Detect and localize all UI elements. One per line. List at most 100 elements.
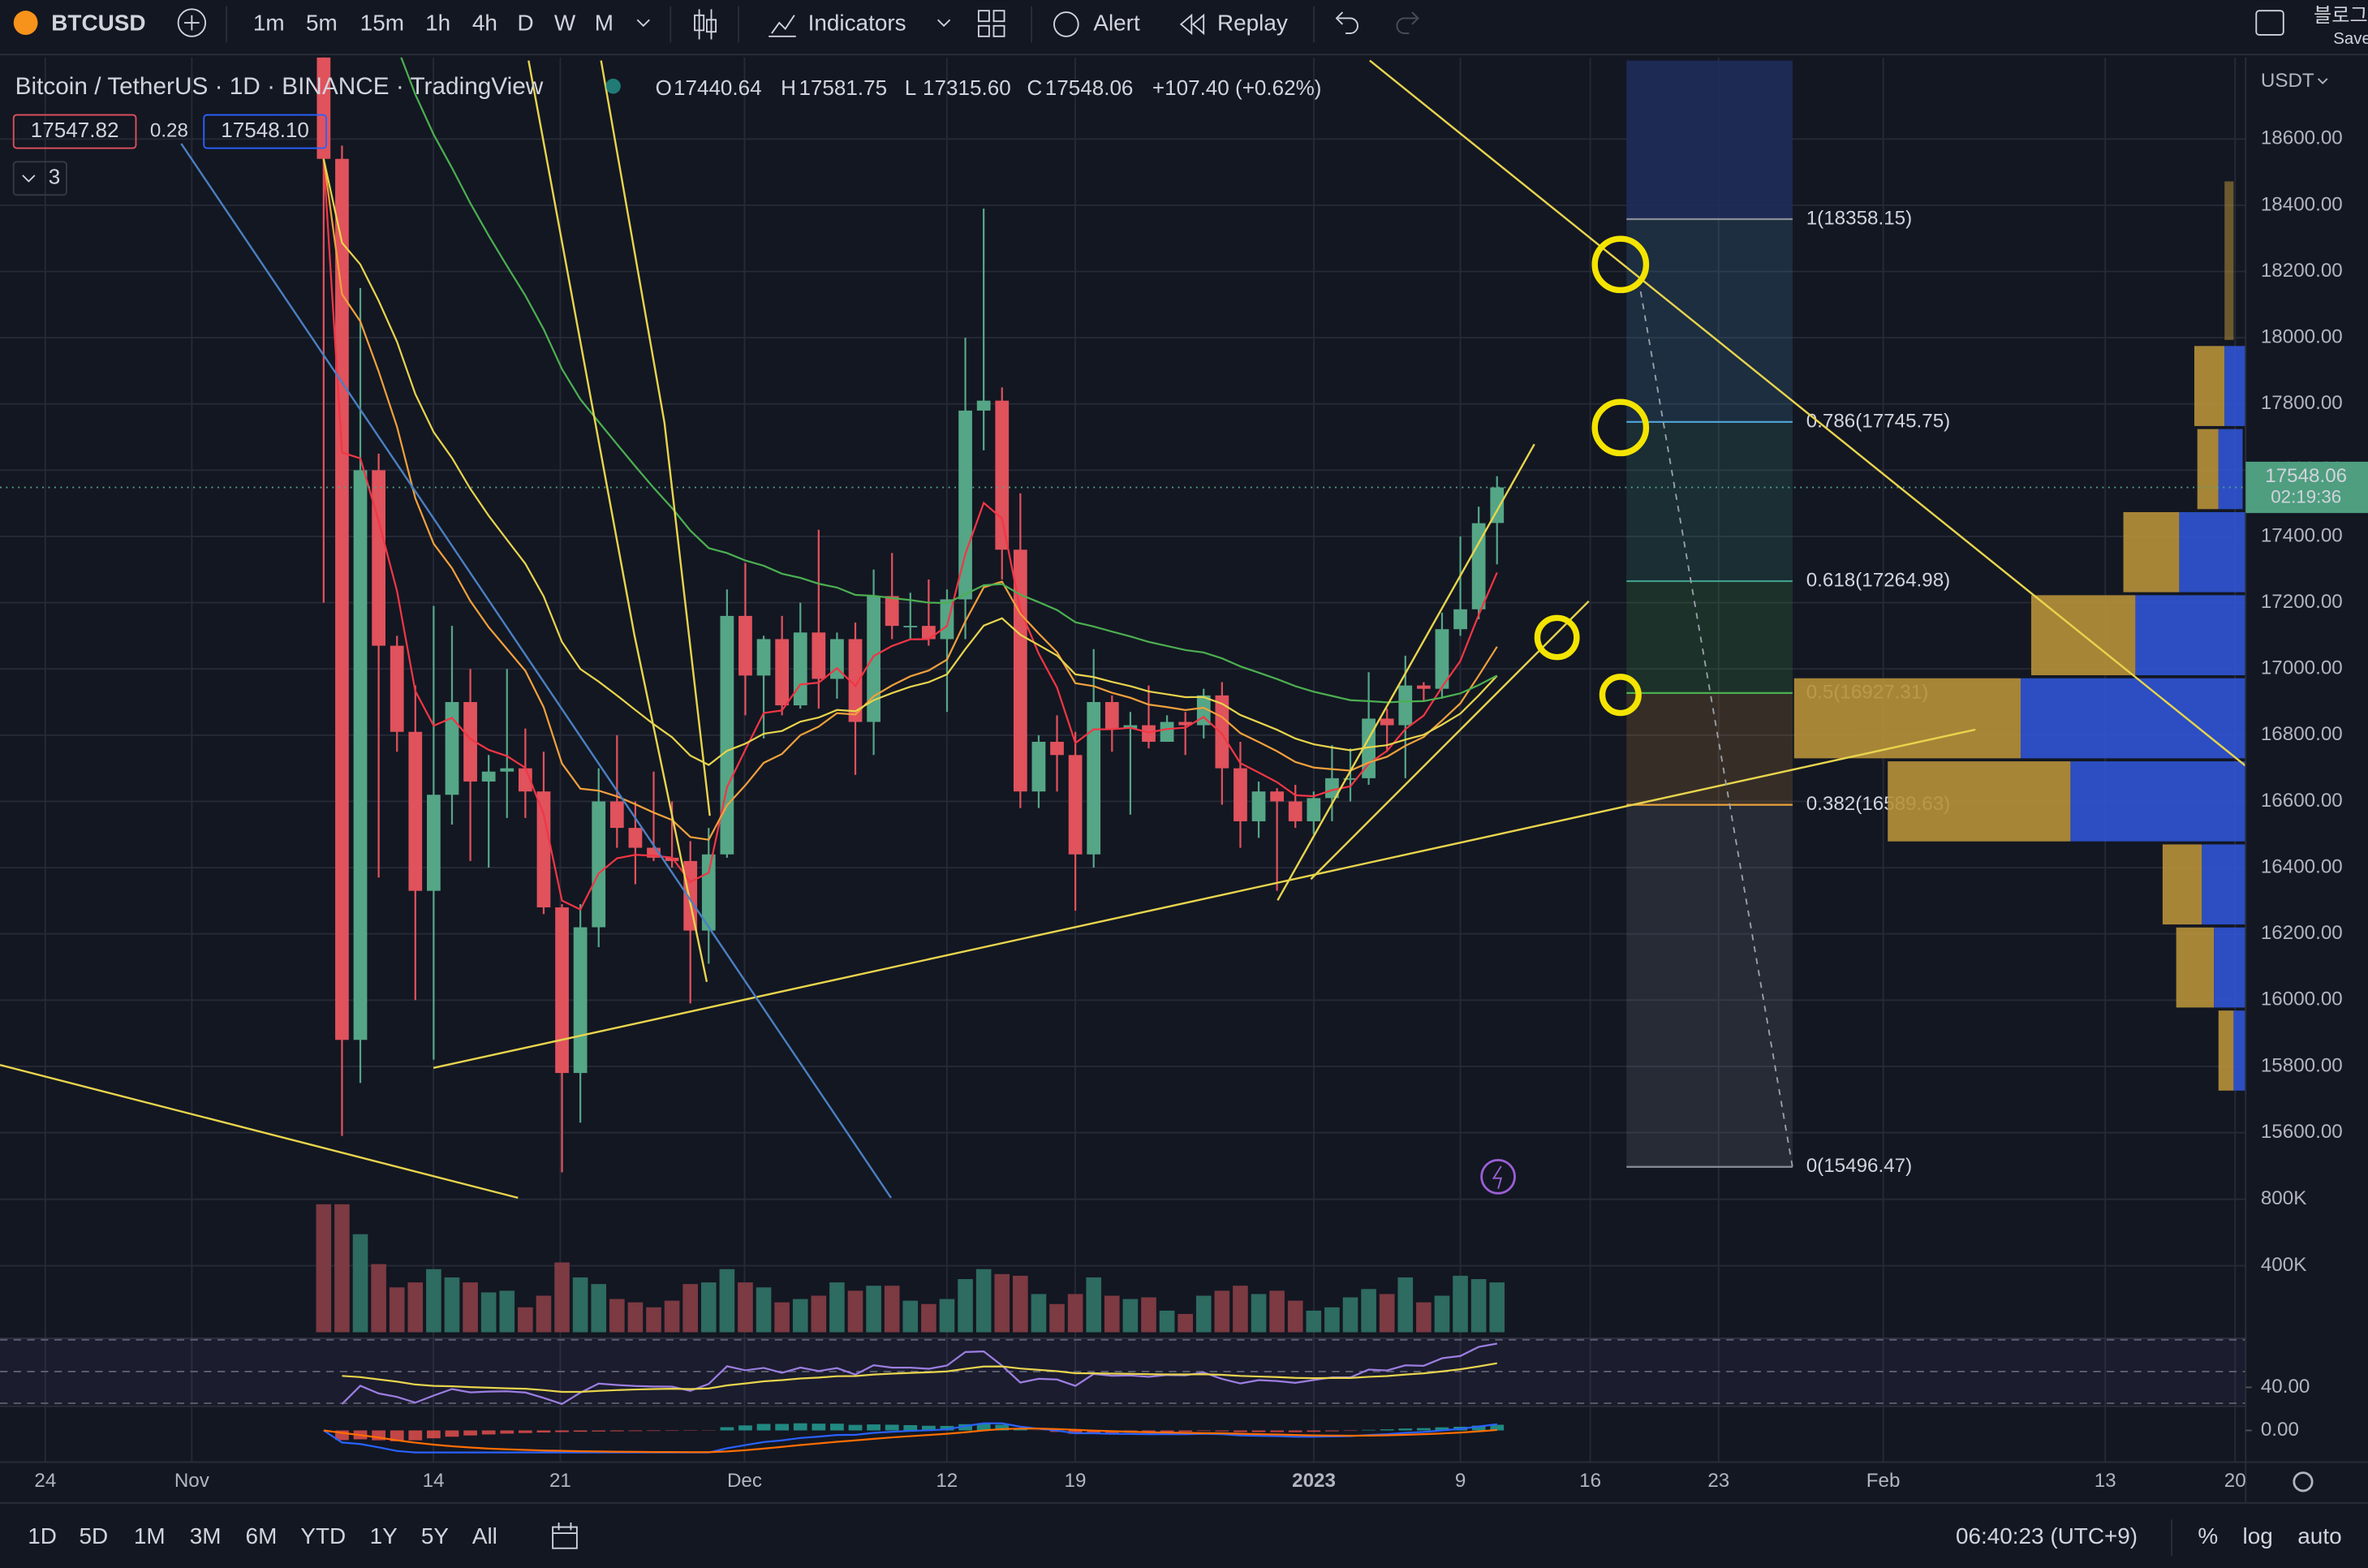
macd-histogram [1416,1428,1431,1431]
interval-button[interactable]: 15m [360,10,404,35]
candle-body [1380,718,1394,726]
range-button[interactable]: 3M [190,1523,222,1549]
range-button[interactable]: 5Y [421,1523,449,1549]
volume-bar [1104,1295,1120,1333]
auto-toggle[interactable]: auto [2297,1523,2341,1549]
candle-body [830,639,844,679]
candle-body [1142,725,1156,742]
fib-zone [1626,421,1793,582]
candle-body [1068,755,1083,855]
interval-chevron[interactable] [636,19,650,28]
range-button[interactable]: 1M [134,1523,166,1549]
fib-label: 0.618(17264.98) [1806,569,1951,591]
candle-body [775,639,790,706]
candle-body [995,400,1010,550]
indicators-button[interactable]: Indicators [808,10,906,35]
volume-bar [1453,1275,1468,1333]
goto-date-button[interactable] [552,1523,578,1549]
candle-body [1453,609,1467,630]
chart-type-button[interactable] [694,9,717,40]
range-button[interactable]: 5D [80,1523,109,1549]
ask-box[interactable] [203,114,327,149]
macd-histogram [830,1424,844,1431]
macd-histogram [793,1423,807,1431]
interval-button[interactable]: 1h [425,10,450,35]
candle-body [1050,741,1064,756]
compare-button[interactable] [177,8,207,37]
macd-histogram [1471,1425,1486,1431]
macd-histogram [335,1430,349,1441]
fib-label: 0.786(17745.75) [1806,410,1951,432]
interval-button[interactable]: M [595,10,614,35]
ohlc-key: C [1027,75,1042,100]
candle-body [720,615,734,855]
volume-bar [646,1307,661,1333]
candle-body [738,615,752,676]
range-button[interactable]: 1Y [370,1523,398,1549]
volume-bar [1122,1299,1139,1333]
y-tick-label: 18000.00 [2261,326,2343,348]
layout-button[interactable] [977,10,1005,37]
drawings[interactable] [0,59,2246,1200]
percent-toggle[interactable]: % [2198,1523,2218,1549]
clock[interactable]: 06:40:23 (UTC+9) [1956,1523,2138,1549]
symbol[interactable]: BTCUSD [51,10,145,35]
bid-box[interactable] [12,114,137,149]
range-button[interactable]: 1D [28,1523,57,1549]
range-button[interactable]: All [472,1523,497,1549]
interval-button[interactable]: 5m [306,10,338,35]
macd-histogram [1435,1427,1449,1431]
undo-button[interactable] [1335,11,1358,35]
indicator-count[interactable]: 3 [49,165,61,189]
macd-histogram [1178,1430,1193,1432]
macd-histogram [775,1424,790,1431]
fullscreen-button[interactable] [2255,10,2284,36]
account[interactable]: 블로그 [2314,5,2368,27]
volume-bar [1416,1302,1432,1333]
candle-body [922,626,936,640]
macd-histogram [463,1430,477,1436]
interval-button[interactable]: 4h [472,10,497,35]
candle-body [1251,791,1266,821]
volume-bar [682,1284,698,1333]
alert-bolt [1492,1165,1503,1189]
range-button[interactable]: YTD [300,1523,346,1549]
currency[interactable]: USDT [2261,70,2314,92]
volume-bar [1434,1295,1450,1333]
currency-chevron [2317,78,2328,84]
bid[interactable]: 17547.82 [31,118,119,142]
indicators-chevron[interactable] [937,19,951,28]
macd-histogram [940,1425,954,1431]
alert-icon[interactable] [1480,1158,1516,1195]
candle-body [665,857,679,861]
settings-button[interactable] [2293,1471,2314,1493]
log-toggle[interactable]: log [2243,1523,2273,1549]
y-tick-label: 18200.00 [2261,260,2343,282]
macd-histogram [1068,1430,1083,1434]
macd-histogram [573,1430,588,1432]
interval-button[interactable]: 1m [253,10,285,35]
y-tick-label: 17800.00 [2261,392,2343,414]
last-price-label: 17548.06 [2265,465,2347,487]
volume-bar [426,1269,441,1333]
redo-button[interactable] [1396,11,1419,35]
range-button[interactable]: 6M [246,1523,278,1549]
candle-body [812,632,826,679]
macd-histogram [1325,1430,1339,1432]
alert-button[interactable]: Alert [1093,10,1140,35]
ohlc-key: L [905,75,916,100]
symbol-icon [13,11,38,35]
save-button[interactable]: Save [2333,29,2368,48]
y-tick-label: 16600.00 [2261,790,2343,812]
ask[interactable]: 17548.10 [221,118,309,142]
x-tick-label: Dec [727,1470,762,1492]
interval-button[interactable]: W [554,10,576,35]
replay-button[interactable]: Replay [1217,10,1288,35]
fib-retracement[interactable]: 1(18358.15) 0.786(17745.75) 0.618(17264.98… [1626,60,1951,1178]
interval-button[interactable]: D [518,10,534,35]
volume-bar [352,1234,368,1333]
axes: 18600.00 18400.00 18200.00 18000.00 17800.00… [34,127,2342,1493]
candle-body [1307,798,1321,821]
indicator-toggle[interactable] [12,161,67,196]
volume-bar [866,1286,881,1333]
